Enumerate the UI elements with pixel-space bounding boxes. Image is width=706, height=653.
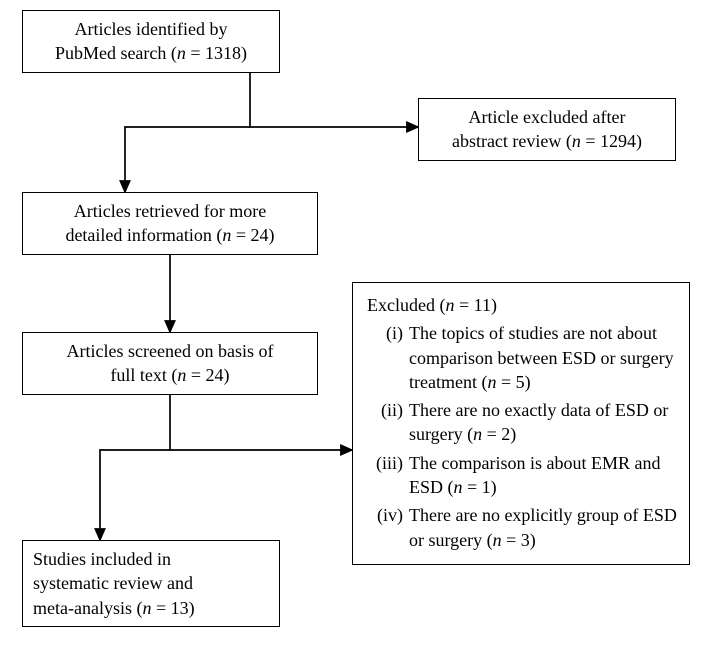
exclusion-text: There are no exactly data of ESD or surg… bbox=[409, 398, 677, 447]
exclusion-marker: (ii) bbox=[367, 398, 409, 447]
node-screened-line2-value: = 24) bbox=[186, 365, 229, 385]
exclusion-marker: (iv) bbox=[367, 503, 409, 552]
exclusion-item: (i) The topics of studies are not about … bbox=[367, 321, 677, 394]
node-included: Studies included in systematic review an… bbox=[22, 540, 280, 627]
excluded-detail-header-value: = 11) bbox=[454, 295, 496, 315]
node-identified-line2-prefix: PubMed search ( bbox=[55, 43, 177, 63]
exclusion-item: (iii) The comparison is about EMR and ES… bbox=[367, 451, 677, 500]
exclusion-text-b: = 3) bbox=[502, 530, 536, 550]
exclusion-text-a: There are no exactly data of ESD or surg… bbox=[409, 400, 668, 444]
exclusion-var: n bbox=[473, 424, 482, 444]
node-screened: Articles screened on basis of full text … bbox=[22, 332, 318, 395]
node-screened-line2-prefix: full text ( bbox=[110, 365, 177, 385]
exclusion-marker: (i) bbox=[367, 321, 409, 394]
node-excluded-detail: Excluded (n = 11) (i) The topics of stud… bbox=[352, 282, 690, 565]
node-excluded-abstract-line2-value: = 1294) bbox=[581, 131, 642, 151]
exclusion-item: (ii) There are no exactly data of ESD or… bbox=[367, 398, 677, 447]
node-retrieved-line2-value: = 24) bbox=[231, 225, 274, 245]
node-excluded-abstract-line1: Article excluded after bbox=[469, 107, 626, 127]
node-included-line1: Studies included in bbox=[33, 549, 171, 569]
exclusion-var: n bbox=[493, 530, 502, 550]
node-identified-line2-value: = 1318) bbox=[186, 43, 247, 63]
node-retrieved-line2-prefix: detailed information ( bbox=[65, 225, 222, 245]
node-included-line3-prefix: meta-analysis ( bbox=[33, 598, 142, 618]
node-excluded-abstract-line2-prefix: abstract review ( bbox=[452, 131, 572, 151]
exclusion-text-a: There are no explicitly group of ESD or … bbox=[409, 505, 677, 549]
exclusion-text: The comparison is about EMR and ESD (n =… bbox=[409, 451, 677, 500]
exclusion-text-a: The comparison is about EMR and ESD ( bbox=[409, 453, 660, 497]
exclusion-text-a: The topics of studies are not about comp… bbox=[409, 323, 674, 392]
exclusion-text: The topics of studies are not about comp… bbox=[409, 321, 677, 394]
node-identified-var: n bbox=[177, 43, 186, 63]
exclusion-text-b: = 1) bbox=[463, 477, 497, 497]
node-included-line3-value: = 13) bbox=[151, 598, 194, 618]
exclusion-text: There are no explicitly group of ESD or … bbox=[409, 503, 677, 552]
node-screened-line1: Articles screened on basis of bbox=[67, 341, 274, 361]
exclusion-text-b: = 5) bbox=[496, 372, 530, 392]
node-included-line2: systematic review and bbox=[33, 573, 193, 593]
node-excluded-abstract: Article excluded after abstract review (… bbox=[418, 98, 676, 161]
excluded-detail-header-prefix: Excluded ( bbox=[367, 295, 445, 315]
node-retrieved-line1: Articles retrieved for more bbox=[74, 201, 266, 221]
node-retrieved: Articles retrieved for more detailed inf… bbox=[22, 192, 318, 255]
exclusion-marker: (iii) bbox=[367, 451, 409, 500]
exclusion-item: (iv) There are no explicitly group of ES… bbox=[367, 503, 677, 552]
node-excluded-abstract-var: n bbox=[572, 131, 581, 151]
excluded-detail-header: Excluded (n = 11) bbox=[367, 293, 677, 317]
exclusion-var: n bbox=[454, 477, 463, 497]
node-identified: Articles identified by PubMed search (n … bbox=[22, 10, 280, 73]
node-identified-line1: Articles identified by bbox=[75, 19, 228, 39]
exclusion-text-b: = 2) bbox=[482, 424, 516, 444]
